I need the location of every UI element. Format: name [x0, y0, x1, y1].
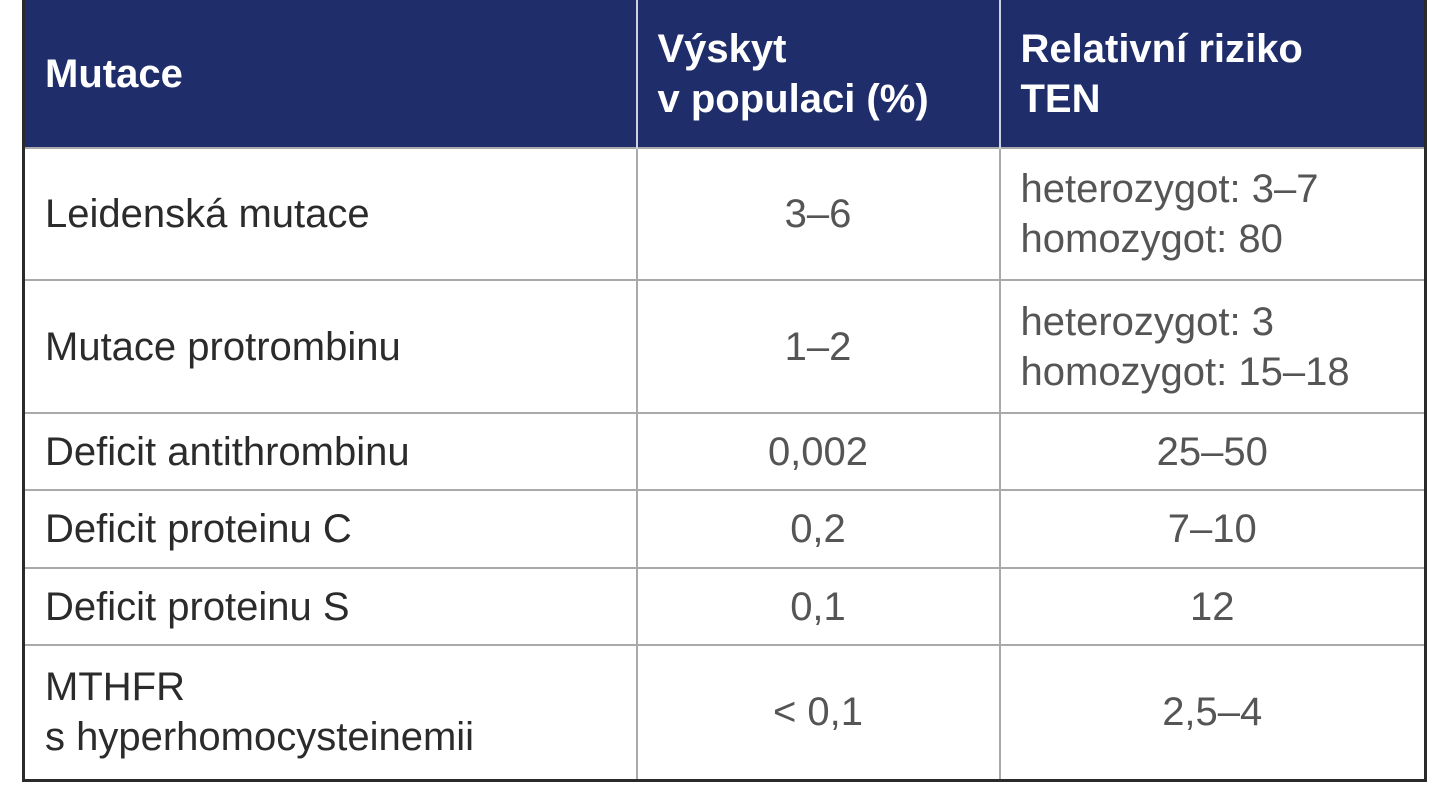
- table-cell: heterozygot: 3–7 homozygot: 80: [998, 147, 1426, 280]
- cell-line: 2,5–4: [1162, 690, 1263, 735]
- cell-line: Relativní riziko: [1020, 26, 1303, 71]
- cell-line: homozygot: 80: [1020, 217, 1283, 261]
- cell-line: 0,2: [790, 507, 846, 551]
- cell-line: 0,002: [767, 429, 869, 474]
- cell-line: 7–10: [1167, 507, 1257, 551]
- cell-line: 3–6: [784, 192, 852, 236]
- table-cell: Deficit proteinu S: [23, 567, 637, 645]
- data-table: Mutace Výskyt v populaci (%) Relativní rizi…: [22, 0, 1427, 782]
- cell-line: heterozygot: 3–7: [1020, 167, 1319, 211]
- cell-line: Mutace protrombinu: [45, 324, 401, 369]
- cell-line: Výskyt: [657, 26, 787, 71]
- table-row: MTHFR s hyperhomocysteinemii < 0,1 2,5–4: [23, 644, 1426, 780]
- table-row: Deficit proteinu C 0,2 7–10: [23, 489, 1426, 568]
- cell-line: homozygot: 15–18: [1020, 349, 1350, 394]
- cell-line: 25–50: [1156, 429, 1268, 474]
- cell-line: 12: [1190, 584, 1235, 629]
- table-cell: 12: [998, 567, 1426, 645]
- table-cell: Deficit antithrombinu: [23, 412, 637, 490]
- table-cell: heterozygot: 3 homozygot: 15–18: [998, 279, 1426, 413]
- table-cell: MTHFR s hyperhomocysteinemii: [23, 644, 637, 780]
- table-cell: 2,5–4: [998, 644, 1426, 780]
- table-cell: 7–10: [998, 489, 1426, 568]
- cell-line: Deficit proteinu S: [45, 584, 350, 629]
- table-cell: < 0,1: [635, 644, 1000, 780]
- table-cell: 3–6: [635, 147, 1000, 280]
- table-cell: 25–50: [998, 412, 1426, 490]
- table-cell: 0,002: [635, 412, 1000, 490]
- table-row: Deficit proteinu S 0,1 12: [23, 567, 1426, 645]
- cell-line: 0,1: [790, 584, 846, 629]
- table-row: Mutace protrombinu 1–2 heterozygot: 3 homoz…: [23, 279, 1426, 413]
- cell-line: Mutace: [45, 51, 183, 96]
- table-cell: 0,2: [635, 489, 1000, 568]
- cell-line: Deficit proteinu C: [45, 507, 352, 551]
- cell-line: heterozygot: 3: [1020, 299, 1275, 344]
- header-row: Mutace Výskyt v populaci (%) Relativní rizi…: [23, 0, 1426, 148]
- cell-line: < 0,1: [772, 690, 864, 735]
- cell-line: 1–2: [784, 324, 852, 369]
- table-row: Deficit antithrombinu 0,002 25–50: [23, 412, 1426, 490]
- table-cell: Deficit proteinu C: [23, 489, 637, 568]
- table-cell: Leidenská mutace: [23, 147, 637, 280]
- cell-line: MTHFR: [45, 665, 185, 710]
- header-cell: Mutace: [23, 0, 637, 148]
- table-cell: 1–2: [635, 279, 1000, 413]
- cell-line: s hyperhomocysteinemii: [45, 715, 475, 760]
- header-cell: Výskyt v populaci (%): [635, 0, 1000, 148]
- header-cell: Relativní riziko TEN: [998, 0, 1426, 148]
- table-cell: 0,1: [635, 567, 1000, 645]
- table-row: Leidenská mutace 3–6 heterozygot: 3–7 homoz…: [23, 147, 1426, 280]
- cell-line: Deficit antithrombinu: [45, 429, 410, 474]
- table-cell: Mutace protrombinu: [23, 279, 637, 413]
- cell-line: TEN: [1020, 76, 1101, 121]
- cell-line: Leidenská mutace: [45, 192, 370, 236]
- cell-line: v populaci (%): [657, 76, 929, 121]
